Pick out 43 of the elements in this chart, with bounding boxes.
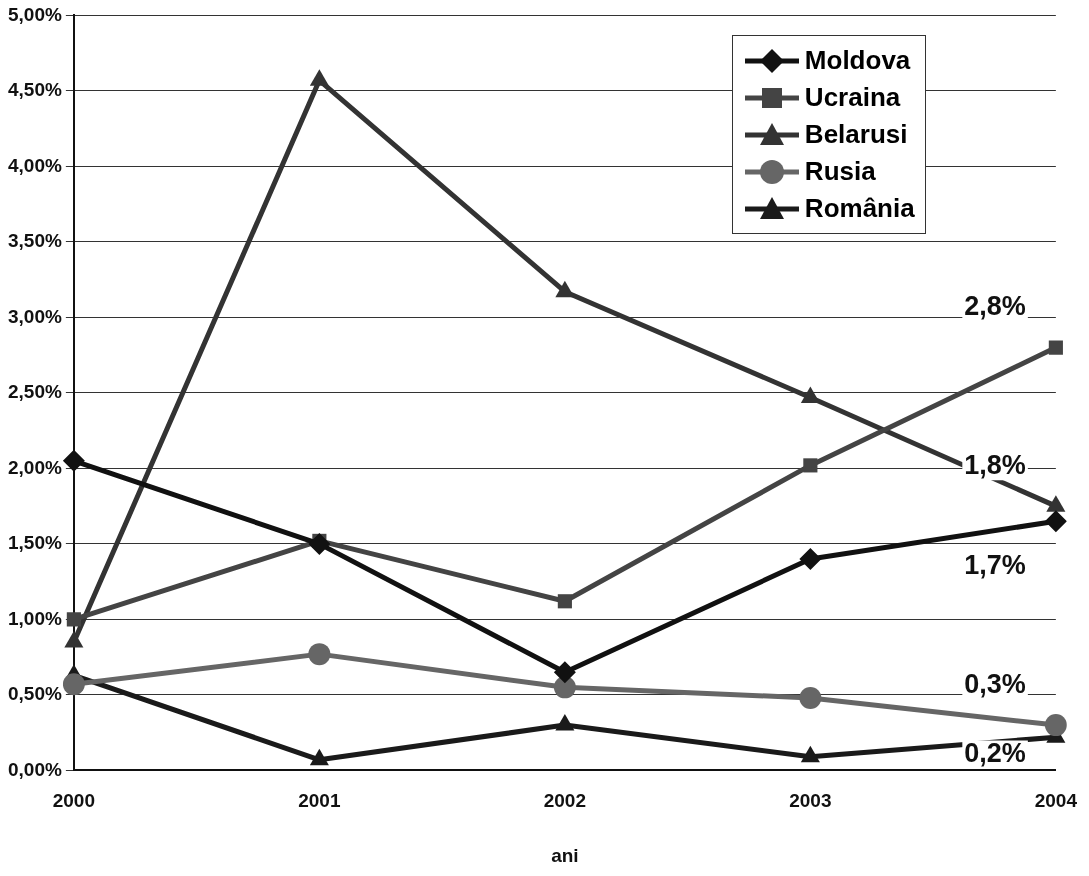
data-label: 2,8% <box>964 291 1026 322</box>
point <box>553 661 576 684</box>
point <box>1044 714 1067 737</box>
y-tick-label: 4,00% <box>8 154 62 176</box>
point <box>800 386 820 403</box>
point <box>62 449 85 472</box>
legend-label: Belarusi <box>804 119 908 151</box>
y-tick-label: 0,00% <box>8 758 62 780</box>
point <box>308 532 331 555</box>
y-tick-label: 2,00% <box>8 456 62 478</box>
y-tick-label: 1,00% <box>8 607 62 629</box>
y-tick-label: 0,50% <box>8 683 62 705</box>
data-label: 1,8% <box>964 449 1026 480</box>
legend-label: Moldova <box>804 45 911 77</box>
point <box>62 673 85 696</box>
point <box>803 458 818 473</box>
legend-label: România <box>804 193 915 225</box>
data-label: 1,7% <box>964 549 1026 580</box>
y-tick-label: 2,50% <box>8 381 62 403</box>
point <box>308 643 331 666</box>
point <box>66 612 81 627</box>
x-tick-label: 2004 <box>1034 790 1078 812</box>
point <box>555 280 575 298</box>
x-tick-label: 2003 <box>789 790 832 812</box>
point <box>557 594 572 609</box>
point <box>1044 510 1067 533</box>
x-tick-label: 2001 <box>298 790 341 812</box>
legend-label: Ucraina <box>804 82 901 114</box>
y-tick-label: 3,50% <box>8 230 62 252</box>
y-tick-label: 3,00% <box>8 305 62 327</box>
y-tick-label: 5,00% <box>8 3 62 25</box>
point <box>1048 340 1063 355</box>
point <box>309 69 329 86</box>
data-label: 0,3% <box>964 668 1026 699</box>
point <box>799 548 822 570</box>
y-tick-label: 4,50% <box>8 79 62 101</box>
point <box>799 686 822 709</box>
x-axis-title: ani <box>551 844 579 866</box>
legend-label: Rusia <box>804 156 876 188</box>
x-tick-label: 2002 <box>543 790 587 812</box>
y-tick-label: 1,50% <box>8 532 62 554</box>
x-tick-label: 2000 <box>52 790 96 812</box>
data-label: 0,2% <box>964 737 1026 768</box>
